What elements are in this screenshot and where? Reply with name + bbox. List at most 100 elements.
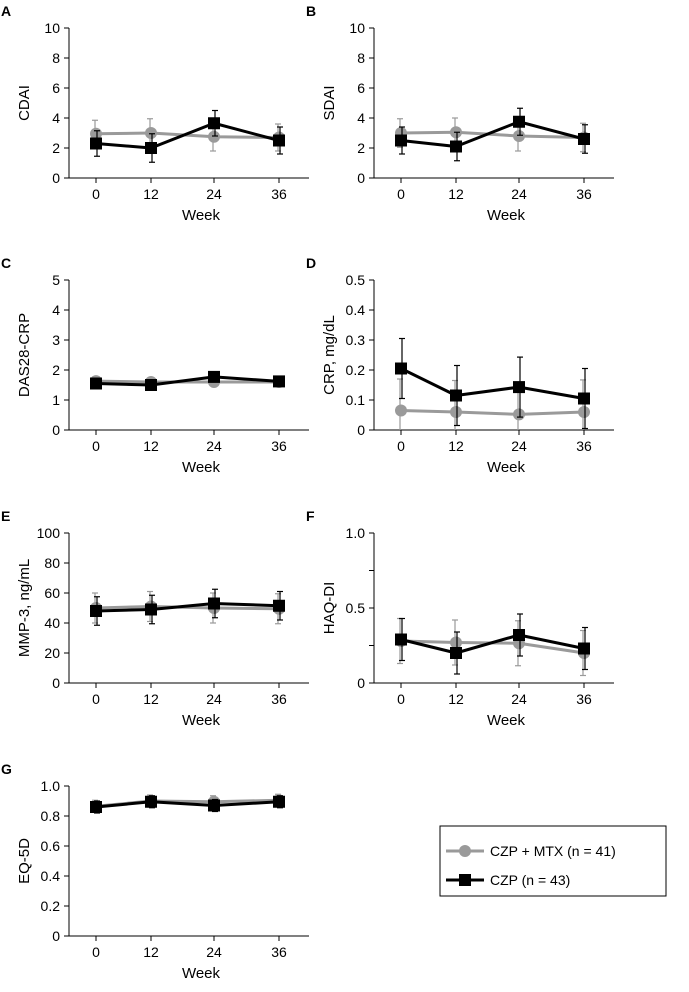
x-tick-label: 0: [397, 438, 405, 454]
y-tick-label: 0.8: [41, 808, 61, 824]
x-axis-title: Week: [487, 712, 526, 729]
x-tick-label: 36: [271, 691, 287, 707]
y-tick-label: 6: [52, 80, 60, 96]
y-axis-title: CDAI: [16, 85, 33, 121]
panel-label: F: [306, 508, 315, 524]
series-line: [400, 367, 585, 400]
x-tick-label: 24: [206, 438, 222, 454]
legend-item-czp: CZP (n = 43): [446, 872, 570, 888]
x-tick-label: 36: [271, 438, 287, 454]
panel-e: E 0 20 40 60 80 100 0 12 24 36 Week MMP-3, ng/mL: [1, 508, 309, 729]
y-tick-label: 0.3: [346, 332, 366, 348]
y-tick-label: 1.0: [346, 525, 366, 541]
series-czp: [395, 107, 590, 162]
series-line: [95, 121, 280, 150]
panel-label: G: [1, 761, 12, 777]
series-line: [400, 409, 585, 416]
data-point-circle: [450, 406, 462, 418]
x-tick-label: 12: [448, 691, 464, 707]
y-tick-label: 0: [357, 422, 365, 438]
y-tick-label: 20: [44, 645, 60, 661]
x-tick-label: 12: [448, 438, 464, 454]
series-czp-mtx: [395, 117, 590, 153]
y-tick-label: 100: [37, 525, 61, 541]
data-point-circle: [395, 404, 407, 417]
x-tick-label: 24: [206, 691, 222, 707]
x-tick-label: 24: [511, 438, 527, 454]
data-point-circle: [208, 130, 220, 143]
data-point-square: [513, 381, 525, 394]
data-point-square: [90, 605, 102, 617]
data-point-square: [395, 633, 407, 646]
y-axis-title: SDAI: [321, 85, 338, 120]
x-tick-label: 12: [143, 691, 159, 707]
series-line: [95, 375, 280, 387]
panel-label: E: [1, 508, 10, 524]
x-tick-label: 12: [143, 944, 159, 960]
data-point-circle: [578, 406, 590, 418]
y-tick-label: 0.4: [41, 868, 61, 884]
y-tick-label: 6: [357, 80, 365, 96]
y-tick-label: 2: [52, 362, 60, 378]
data-point-circle: [450, 636, 462, 649]
data-point-square: [578, 642, 590, 655]
x-tick-label: 24: [206, 186, 222, 202]
y-tick-label: 60: [44, 585, 60, 601]
data-point-square: [208, 597, 220, 610]
y-tick-label: 10: [44, 20, 60, 36]
y-tick-label: 5: [52, 272, 60, 288]
data-point-square: [208, 117, 220, 130]
data-point-square: [145, 795, 157, 808]
data-point-square: [145, 379, 157, 391]
x-tick-label: 36: [576, 438, 592, 454]
y-tick-label: 4: [357, 110, 365, 126]
data-point-square: [273, 375, 285, 388]
y-tick-label: 0: [52, 675, 60, 691]
series-line: [400, 633, 585, 655]
data-point-square: [273, 599, 285, 612]
x-tick-label: 12: [143, 438, 159, 454]
y-tick-label: 0.4: [346, 302, 366, 318]
y-tick-label: 2: [52, 140, 60, 156]
series-czp: [90, 795, 285, 814]
series-czp: [395, 613, 590, 675]
series-czp: [395, 337, 590, 430]
y-axis-title: EQ-5D: [16, 838, 33, 884]
legend-circle-marker: [459, 845, 471, 857]
data-point-square: [90, 137, 102, 150]
y-tick-label: 0.5: [346, 272, 366, 288]
y-tick-label: 0.1: [346, 392, 366, 408]
series-czp: [90, 370, 285, 391]
x-tick-label: 0: [397, 691, 405, 707]
data-point-square: [450, 140, 462, 153]
y-tick-label: 0.2: [41, 898, 61, 914]
y-tick-label: 80: [44, 555, 60, 571]
data-point-square: [450, 389, 462, 402]
x-tick-label: 36: [271, 944, 287, 960]
data-point-circle: [513, 408, 525, 421]
series-line: [400, 120, 585, 148]
series-czp: [90, 588, 285, 626]
x-tick-label: 36: [576, 186, 592, 202]
data-point-square: [513, 629, 525, 641]
data-point-square: [90, 377, 102, 390]
x-tick-label: 0: [92, 438, 100, 454]
x-axis-title: Week: [182, 459, 221, 476]
data-point-circle: [513, 130, 525, 142]
x-tick-label: 24: [206, 944, 222, 960]
y-tick-label: 10: [349, 20, 365, 36]
x-axis-title: Week: [182, 712, 221, 729]
y-tick-label: 0: [52, 170, 60, 186]
y-tick-label: 0.6: [41, 838, 61, 854]
legend-label-czp-mtx: CZP + MTX (n = 41): [490, 843, 616, 859]
y-tick-label: 0.2: [346, 362, 366, 378]
panel-f: F 0 0.5 1.0 0 12 24 36 Week HAQ-DI: [306, 508, 614, 729]
data-point-square: [90, 801, 102, 813]
data-point-square: [145, 603, 157, 616]
panel-label: D: [306, 255, 316, 271]
data-point-square: [208, 799, 220, 812]
x-axis-title: Week: [182, 207, 221, 224]
